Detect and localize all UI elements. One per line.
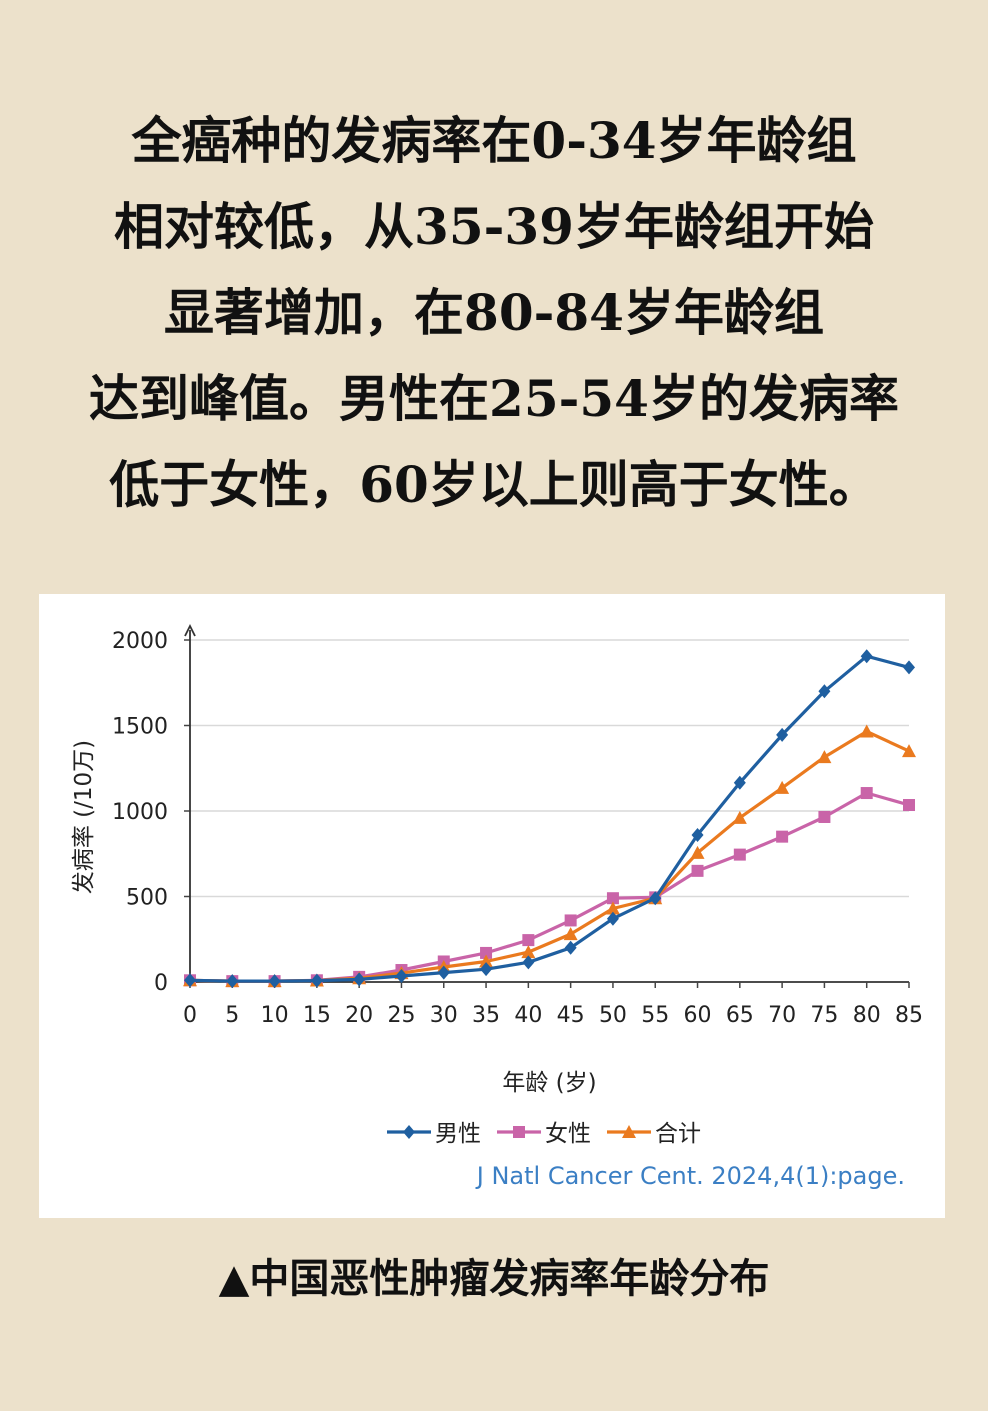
data-point (605, 901, 620, 915)
data-point (776, 830, 789, 843)
data-point (860, 649, 873, 664)
series-line-1 (189, 791, 910, 983)
data-point (395, 969, 408, 984)
data-point (522, 934, 535, 947)
data-point (184, 973, 196, 988)
series-line-0 (189, 654, 910, 983)
legend-marker (403, 1125, 415, 1139)
headline-line: 显著增加，在80-84岁年龄组 (164, 283, 824, 342)
legend-label: 合计 (655, 1121, 701, 1147)
x-tick-label: 30 (430, 1003, 458, 1028)
incidence-line-chart: 0 500 1000 1500 2000 0 5 10 15 20 25 30 35 40 45 50 55 60… (71, 623, 923, 1147)
legend-marker (622, 1125, 636, 1138)
data-point (226, 974, 239, 989)
legend-label: 男性 (435, 1121, 481, 1147)
x-tick-label: 45 (557, 1003, 585, 1028)
y-tick-label: 1000 (112, 800, 168, 825)
x-tick-label: 55 (641, 1003, 669, 1028)
data-point (733, 775, 746, 790)
data-point (480, 962, 493, 977)
data-point (310, 973, 323, 988)
chart-card: 0 500 1000 1500 2000 0 5 10 15 20 25 30 35 40 45 50 55 60… (39, 594, 945, 1218)
figure-caption: ▲中国恶性肿瘤发病率年龄分布 (218, 1255, 770, 1302)
data-point (690, 845, 705, 859)
data-point (268, 974, 281, 989)
y-axis-label: 发病率 (/10万) (71, 740, 97, 894)
data-point (818, 810, 831, 823)
legend-label: 女性 (545, 1121, 591, 1147)
y-tick-label: 0 (154, 971, 168, 996)
data-point (776, 727, 789, 742)
data-point (818, 684, 831, 699)
x-tick-label: 75 (810, 1003, 838, 1028)
data-point (903, 799, 915, 812)
x-tick-label: 85 (895, 1003, 923, 1028)
y-tick-label: 1500 (112, 715, 168, 740)
x-tick-label: 5 (225, 1003, 239, 1028)
data-point (479, 954, 494, 968)
headline-line: 相对较低，从35-39岁年龄组开始 (114, 197, 874, 256)
data-point (649, 891, 662, 906)
data-point (606, 911, 619, 926)
data-point (437, 965, 450, 980)
data-point (564, 940, 577, 955)
data-point (860, 787, 873, 800)
x-axis-label: 年龄 (岁) (502, 1070, 596, 1096)
x-tick-label: 10 (261, 1003, 289, 1028)
headline-line: 全癌种的发病率在0-34岁年龄组 (131, 111, 857, 170)
data-point (902, 744, 916, 758)
y-axis-arrow (184, 623, 196, 637)
y-tick-label: 500 (126, 886, 168, 911)
headline-line: 低于女性，60岁以上则高于女性。 (109, 455, 879, 514)
data-point (480, 946, 493, 959)
data-point (521, 945, 536, 959)
data-point (563, 927, 578, 941)
x-tick-label: 70 (768, 1003, 796, 1028)
data-point (817, 750, 832, 764)
data-point (859, 724, 874, 738)
x-tick-label: 15 (303, 1003, 331, 1028)
legend-marker (513, 1126, 525, 1138)
data-point (691, 827, 704, 842)
x-tick-label: 65 (726, 1003, 754, 1028)
x-tick-label: 40 (514, 1003, 542, 1028)
x-tick-label: 20 (345, 1003, 373, 1028)
data-point (733, 848, 746, 861)
headline-line: 达到峰值。男性在25-54岁的发病率 (89, 369, 899, 428)
data-point (775, 780, 790, 794)
data-point (691, 864, 704, 877)
headline: 全癌种的发病率在0-34岁年龄组 相对较低，从35-39岁年龄组开始 显著增加，… (0, 98, 988, 528)
data-point (522, 955, 535, 970)
x-tick-label: 50 (599, 1003, 627, 1028)
data-point (903, 660, 915, 675)
data-point (564, 914, 577, 927)
source-citation: J Natl Cancer Cent. 2024,4(1):page. (476, 1162, 905, 1190)
x-tick-label: 0 (183, 1003, 197, 1028)
x-tick-label: 60 (684, 1003, 712, 1028)
x-tick-label: 25 (387, 1003, 415, 1028)
x-tick-label: 80 (853, 1003, 881, 1028)
data-point (732, 810, 747, 824)
data-point (353, 972, 366, 987)
series-line-2 (189, 729, 910, 983)
x-tick-label: 35 (472, 1003, 500, 1028)
data-point (606, 892, 619, 905)
y-tick-label: 2000 (112, 629, 168, 654)
